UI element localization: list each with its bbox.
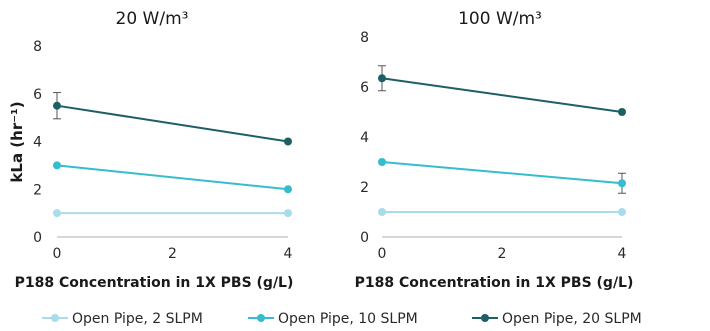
legend: Open Pipe, 2 SLPM Open Pipe, 10 SLPM Open … xyxy=(42,311,642,327)
series-3 xyxy=(378,65,626,116)
y-tick-label: 6 xyxy=(360,80,369,96)
chart-title: 20 W/m³ xyxy=(116,9,189,29)
legend-item: Open Pipe, 10 SLPM xyxy=(248,311,418,327)
x-axis-label: P188 Concentration in 1X PBS (g/L) xyxy=(15,275,294,291)
legend-swatch-marker xyxy=(51,314,59,322)
legend-swatch-marker xyxy=(257,314,265,322)
series-1 xyxy=(378,208,626,216)
data-point xyxy=(618,108,626,116)
x-tick-label: 2 xyxy=(168,246,177,262)
series-3 xyxy=(53,92,292,146)
legend-swatch-marker xyxy=(481,314,489,322)
data-point xyxy=(53,101,61,110)
x-tick-label: 2 xyxy=(498,246,507,262)
y-tick-label: 2 xyxy=(33,182,42,198)
y-tick-label: 8 xyxy=(33,39,42,55)
series-1 xyxy=(53,209,292,218)
y-axis-label: kLa (hr⁻¹) xyxy=(8,101,26,182)
data-point xyxy=(53,209,61,218)
data-point xyxy=(378,74,386,83)
y-tick-label: 6 xyxy=(33,87,42,103)
x-axis-label: P188 Concentration in 1X PBS (g/L) xyxy=(355,275,634,291)
x-tick-label: 4 xyxy=(618,246,627,262)
data-point xyxy=(378,158,386,166)
y-tick-label: 4 xyxy=(33,135,42,151)
y-tick-label: 0 xyxy=(33,230,42,246)
data-point xyxy=(618,208,626,216)
legend-label: Open Pipe, 2 SLPM xyxy=(72,311,203,327)
series-2 xyxy=(378,158,626,194)
y-tick-label: 4 xyxy=(360,130,369,146)
y-tick-label: 0 xyxy=(360,230,369,246)
series-2 xyxy=(53,161,292,194)
series-line xyxy=(56,164,289,191)
x-tick-label: 4 xyxy=(284,246,293,262)
series-line xyxy=(381,161,623,185)
data-point xyxy=(53,161,61,170)
x-tick-label: 0 xyxy=(378,246,387,262)
y-tick-label: 8 xyxy=(360,30,369,46)
data-point xyxy=(284,185,292,194)
legend-item: Open Pipe, 2 SLPM xyxy=(42,311,203,327)
y-tick-label: 2 xyxy=(360,180,369,196)
legend-item: Open Pipe, 20 SLPM xyxy=(472,311,642,327)
legend-label: Open Pipe, 20 SLPM xyxy=(502,311,642,327)
series-line xyxy=(56,104,289,143)
x-tick-label: 0 xyxy=(53,246,62,262)
data-point xyxy=(284,137,292,146)
chart-panel-2: 100 W/m³ 0 2 4 6 8 0 2 4 P188 Concentration in 1X… xyxy=(355,9,634,291)
chart-title: 100 W/m³ xyxy=(458,9,542,29)
legend-label: Open Pipe, 10 SLPM xyxy=(278,311,418,327)
chart-panel-1: 20 W/m³ 0 2 4 6 8 0 2 4 P188 Concentration in 1X … xyxy=(8,9,293,291)
data-point xyxy=(618,179,626,188)
series-line xyxy=(381,77,623,113)
data-point xyxy=(284,209,292,218)
data-point xyxy=(378,208,386,216)
